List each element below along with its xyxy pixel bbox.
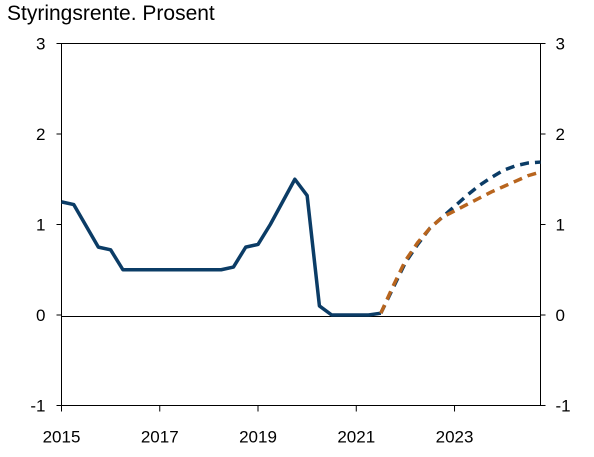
x-tick-label: 2021 (337, 428, 375, 447)
series-layer (61, 160, 541, 317)
y-tick-label-right: 2 (556, 125, 565, 144)
series-line-3 (379, 170, 541, 314)
y-tick-label-right: 3 (556, 35, 565, 54)
chart-title: Styringsrente. Prosent (7, 2, 215, 25)
y-axis-left: -1 0 1 2 3 (30, 35, 62, 416)
y-tick-label-left: 0 (36, 306, 45, 325)
series-line-2 (379, 160, 541, 314)
x-tick-label: 2015 (43, 428, 81, 447)
y-tick-label-right: 1 (556, 216, 565, 235)
plot-area-frame (61, 43, 541, 406)
y-tick-label-left: -1 (30, 397, 45, 416)
y-tick-label-left: 3 (36, 35, 45, 54)
x-tick-label: 2017 (141, 428, 179, 447)
x-tick-label: 2019 (239, 428, 277, 447)
y-axis-right: -1 0 1 2 3 (540, 35, 571, 416)
x-axis: 2015 2017 2019 2021 2023 (43, 405, 474, 447)
y-tick-label-right: 0 (556, 306, 565, 325)
series-line-1 (61, 177, 382, 317)
x-tick-label: 2023 (436, 428, 474, 447)
y-tick-label-right: -1 (556, 397, 571, 416)
y-tick-label-left: 1 (36, 216, 45, 235)
y-tick-label-left: 2 (36, 125, 45, 144)
